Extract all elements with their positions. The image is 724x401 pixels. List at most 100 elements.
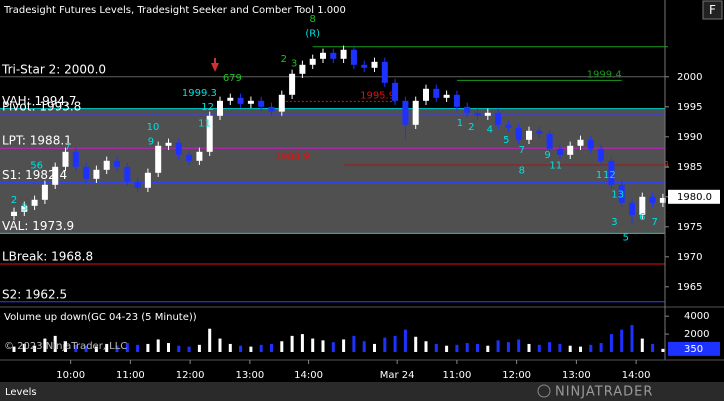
annotation: 7 <box>64 142 70 153</box>
volume-bar <box>290 335 294 352</box>
annotation: 1999.3 <box>182 88 217 99</box>
candle-body <box>361 64 368 68</box>
candle-body <box>443 94 450 98</box>
menu-button-label[interactable]: F <box>709 3 716 17</box>
candle-body <box>618 184 625 203</box>
candle-body <box>608 160 615 185</box>
last-volume-label: 350 <box>684 344 703 355</box>
candle-body <box>402 100 409 125</box>
annotation: 679 <box>223 73 242 84</box>
level-label: LBreak: 1968.8 <box>2 250 93 264</box>
candle-body <box>289 73 296 95</box>
annotation: 1 <box>596 170 602 181</box>
annotation: 6 <box>639 212 645 223</box>
volume-bar <box>197 344 201 352</box>
candle-body <box>587 139 594 149</box>
candle-body <box>206 115 213 152</box>
candle-body <box>72 151 79 167</box>
footer-tab[interactable]: Levels <box>5 387 37 398</box>
volume-bar <box>445 345 449 352</box>
candle-body <box>227 97 234 101</box>
volume-bar <box>496 340 500 352</box>
candle-body <box>196 151 203 161</box>
candle-body <box>278 94 285 112</box>
candle-body <box>484 112 491 116</box>
annotation: 12 <box>201 102 214 113</box>
volume-bar <box>558 343 562 352</box>
volume-bar <box>228 343 232 352</box>
volume-bar <box>506 342 510 352</box>
candle-body <box>83 166 90 179</box>
volume-bar <box>270 343 273 352</box>
menu-button[interactable] <box>702 0 723 20</box>
candle-body <box>93 169 100 179</box>
volume-bar <box>208 328 212 352</box>
volume-bar <box>311 338 315 352</box>
volume-bar <box>94 346 98 352</box>
annotation: 7 <box>519 145 525 156</box>
x-tick-label: Mar 24 <box>380 370 415 381</box>
volume-bar <box>177 345 181 352</box>
candle-body <box>371 61 378 68</box>
annotation: 8 <box>310 14 316 25</box>
annotation: 5 <box>623 233 629 244</box>
level-label: S2: 1962.5 <box>2 287 67 301</box>
candle-body <box>350 49 357 65</box>
candle-body <box>62 151 69 167</box>
volume-bar <box>146 343 150 352</box>
candles-layer <box>11 45 666 352</box>
volume-bar <box>362 341 366 352</box>
volume-bar <box>218 338 222 352</box>
candle-body <box>155 145 162 173</box>
candle-body <box>165 142 172 146</box>
volume-bar <box>661 348 665 352</box>
volume-bar <box>105 343 109 352</box>
annotation: 4 <box>487 125 493 136</box>
volume-bar <box>620 329 624 352</box>
annotation: 5 <box>503 135 509 146</box>
level-label: VAH: 1994.7 <box>2 94 77 108</box>
candle-body <box>247 100 254 104</box>
volume-bar <box>599 343 603 352</box>
volume-bar <box>280 341 284 352</box>
segment-label: 1995.9 <box>360 90 395 101</box>
footer-bar <box>0 382 724 401</box>
level-label: Tri-Star 2: 2000.0 <box>1 62 106 76</box>
candle-body <box>268 106 275 112</box>
candle-body <box>144 172 151 188</box>
volume-bar <box>548 342 552 352</box>
volume-bar <box>64 341 67 352</box>
volume-bar <box>403 329 407 352</box>
logo: NINJATRADER <box>555 385 653 400</box>
volume-bar <box>115 345 119 352</box>
volume-bar <box>373 343 376 352</box>
candle-body <box>659 198 666 203</box>
x-tick-label: 13:00 <box>235 370 264 381</box>
level-label: LPT: 1988.1 <box>2 134 72 148</box>
volume-bar <box>12 346 16 352</box>
annotation: 13 <box>611 189 624 200</box>
volume-bar <box>640 338 644 352</box>
x-tick-label: 11:00 <box>116 370 145 381</box>
annotation: 2 <box>281 54 287 65</box>
candle-body <box>41 184 48 200</box>
volume-bar <box>321 340 325 352</box>
volume-bar <box>156 339 160 352</box>
annotation: 9 <box>148 137 154 148</box>
volume-bar <box>579 346 582 352</box>
candle-body <box>134 181 141 188</box>
y-tick-label: 2000 <box>677 72 702 83</box>
candle-body <box>320 52 326 59</box>
candle-body <box>505 124 512 128</box>
candle-body <box>577 139 584 146</box>
y-tick-label: 1975 <box>677 222 702 233</box>
candle-body <box>649 196 656 203</box>
candle-body <box>567 145 574 155</box>
y-tick-label: 1985 <box>677 162 702 173</box>
annotation: 1 <box>664 160 670 171</box>
volume-bar <box>43 338 47 352</box>
annotation: 11 <box>198 119 211 130</box>
volume-tick-label: 2000 <box>684 329 709 340</box>
